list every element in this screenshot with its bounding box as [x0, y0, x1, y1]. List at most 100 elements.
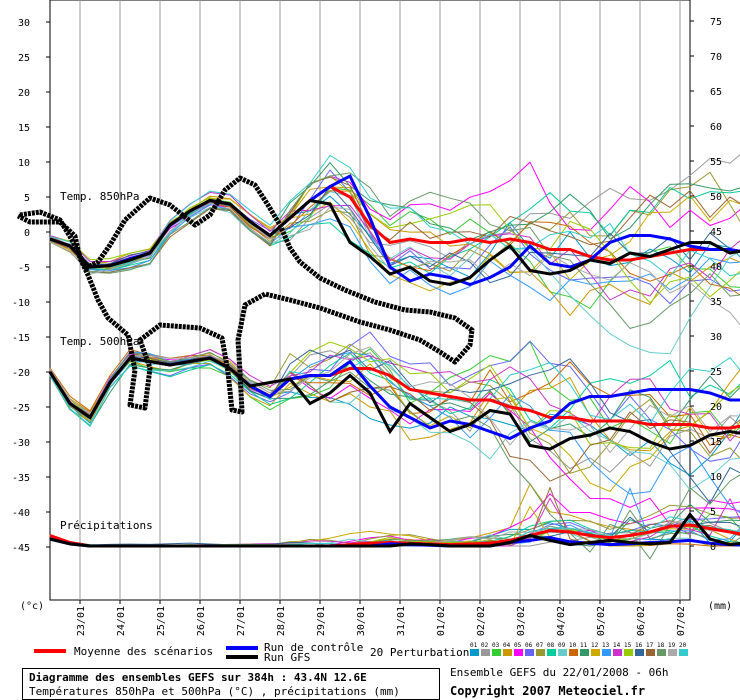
- x-tick-label: 05/02: [596, 606, 607, 636]
- legend-control-label: Run de contrôle: [264, 641, 363, 654]
- y-tick-label-left: -45: [12, 543, 30, 554]
- label-t500: Temp. 500hPa: [60, 335, 139, 348]
- perturbation-swatch: [547, 649, 556, 656]
- legend-perturbations-label: 20 Perturbations: [370, 646, 476, 659]
- x-tick-label: 23/01: [76, 606, 87, 636]
- diagram-subtitle: Températures 850hPa et 500hPa (°C) , pré…: [29, 685, 400, 698]
- y-tick-label-left: 30: [18, 18, 30, 29]
- perturbation-number: 10: [569, 642, 577, 649]
- x-tick-label: 02/02: [476, 606, 487, 636]
- perturbation-swatch: [646, 649, 655, 656]
- perturbation-swatch: [514, 649, 523, 656]
- perturbation-number: 09: [558, 642, 566, 649]
- main-lines: [48, 173, 740, 548]
- perturbation-line: [49, 331, 740, 462]
- perturbation-number: 04: [503, 642, 511, 649]
- y-tick-label-right: 70: [710, 52, 722, 63]
- perturbation-line: [49, 356, 740, 427]
- perturbation-number: 15: [624, 642, 632, 649]
- left-unit: (°c): [20, 601, 44, 612]
- perturbation-number: 02: [481, 642, 489, 649]
- perturbation-swatch: [503, 649, 512, 656]
- perturbation-swatch: [492, 649, 501, 656]
- perturbation-swatch: [580, 649, 589, 656]
- label-t850: Temp. 850hPa: [60, 190, 139, 203]
- y-tick-label-right: 60: [710, 122, 722, 133]
- y-tick-label-left: -40: [12, 508, 30, 519]
- perturbation-swatch: [569, 649, 578, 656]
- grid: [79, 0, 681, 600]
- perturbation-line: [49, 340, 740, 445]
- x-tick-label: 31/01: [396, 606, 407, 636]
- perturbation-number: 06: [525, 642, 533, 649]
- y-tick-label-left: -20: [12, 368, 30, 379]
- y-tick-label-right: 25: [710, 367, 722, 378]
- y-tick-label-right: 20: [710, 402, 722, 413]
- y-tick-label-left: -15: [12, 333, 30, 344]
- series-precip-000000: [49, 512, 740, 548]
- y-tick-label-right: 35: [710, 297, 722, 308]
- y-tick-label-right: 10: [710, 472, 722, 483]
- perturbation-line: [49, 202, 740, 326]
- info-box: Diagramme des ensembles GEFS sur 384h : …: [22, 668, 440, 700]
- perturbation-swatch: [635, 649, 644, 656]
- y-tick-label-right: 45: [710, 227, 722, 238]
- perturbation-line: [49, 348, 740, 442]
- right-unit: (mm): [708, 601, 732, 612]
- y-tick-label-right: 50: [710, 192, 722, 203]
- camel-outline: [16, 175, 475, 415]
- y-tick-label-left: 15: [18, 123, 30, 134]
- x-tick-label: 30/01: [356, 606, 367, 636]
- perturbation-swatch: [613, 649, 622, 656]
- y-tick-label-left: -5: [18, 263, 30, 274]
- perturbation-line: [49, 203, 740, 302]
- camel-drawing: [16, 175, 475, 415]
- perturbation-number: 03: [492, 642, 500, 649]
- x-tick-label: 06/02: [636, 606, 647, 636]
- series-t500-000000: [48, 356, 740, 451]
- perturbation-swatch: [536, 649, 545, 656]
- diagram-title: Diagramme des ensembles GEFS sur 384h : …: [29, 671, 367, 684]
- x-tick-label: 03/02: [516, 606, 527, 636]
- legend-gfs-label: Run GFS: [264, 651, 310, 664]
- y-tick-label-right: 0: [710, 542, 716, 553]
- y-tick-label-left: 20: [18, 88, 30, 99]
- perturbation-number: 07: [536, 642, 544, 649]
- perturbation-swatch: [668, 649, 677, 656]
- perturbation-number: 20: [679, 642, 687, 649]
- x-tick-label: 24/01: [116, 606, 127, 636]
- axes: 23/01 24/01 25/01 26/01 27/01 28/01 29/01 30/01…: [12, 17, 722, 636]
- perturbation-number: 18: [657, 642, 665, 649]
- copyright: Copyright 2007 Meteociel.fr: [450, 684, 646, 698]
- perturbation-line: [49, 176, 740, 273]
- perturbation-line: [49, 186, 740, 274]
- perturbation-swatches: 01 02 03 04 05 06 07 08 09 10 11 12 13 14 15 16 17 18 19 20: [470, 642, 688, 656]
- perturbation-number: 12: [591, 642, 599, 649]
- y-tick-label-right: 55: [710, 157, 722, 168]
- perturbation-swatch: [602, 649, 611, 656]
- y-tick-label-left: -10: [12, 298, 30, 309]
- x-tick-label: 28/01: [276, 606, 287, 636]
- run-info: Ensemble GEFS du 22/01/2008 - 06h: [450, 666, 669, 679]
- legend-mean-label: Moyenne des scénarios: [74, 645, 213, 658]
- perturbation-line: [49, 169, 740, 305]
- perturbation-number: 13: [602, 642, 610, 649]
- y-tick-label-left: 25: [18, 53, 30, 64]
- perturbation-swatch: [591, 649, 600, 656]
- x-tick-label: 01/02: [436, 606, 447, 636]
- perturbation-number: 14: [613, 642, 621, 649]
- y-tick-label-left: 0: [24, 228, 30, 239]
- perturbation-number: 11: [580, 642, 588, 649]
- x-tick-label: 04/02: [556, 606, 567, 636]
- y-tick-label-left: -25: [12, 403, 30, 414]
- y-tick-label-left: -30: [12, 438, 30, 449]
- y-tick-label-left: 10: [18, 158, 30, 169]
- perturbation-number: 17: [646, 642, 654, 649]
- perturbation-swatch: [470, 649, 479, 656]
- x-tick-label: 25/01: [156, 606, 167, 636]
- perturbation-swatch: [558, 649, 567, 656]
- x-tick-label: 07/02: [676, 606, 687, 636]
- perturbation-line: [49, 172, 740, 329]
- perturbation-number: 08: [547, 642, 555, 649]
